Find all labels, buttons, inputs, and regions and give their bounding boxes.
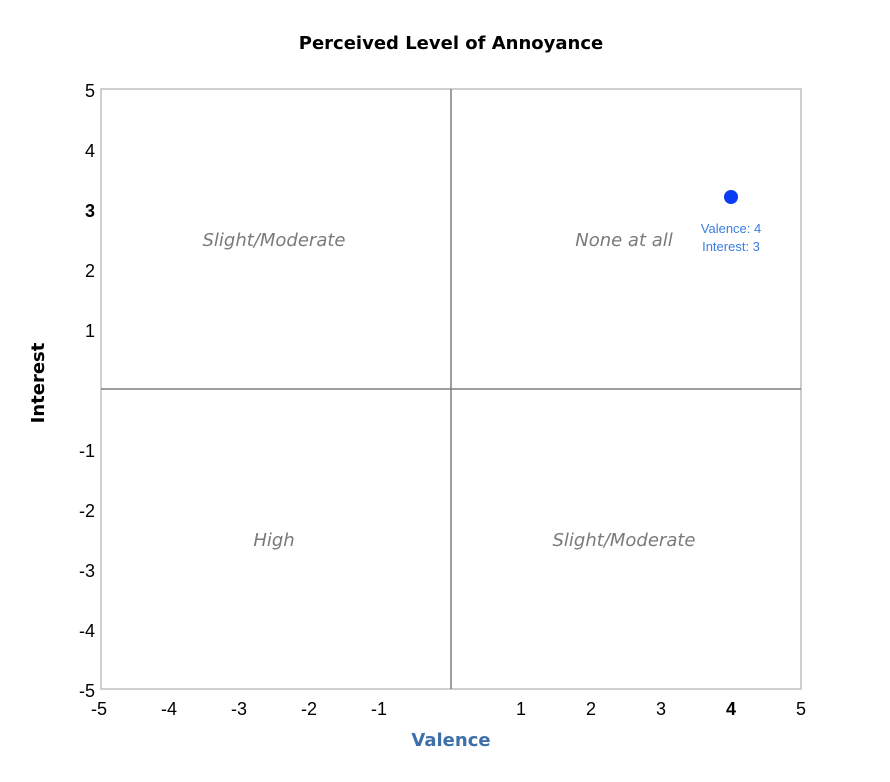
y-tick-label: -3	[79, 561, 95, 581]
quadrant-label-top-left: Slight/Moderate	[203, 230, 346, 251]
y-tick-label: -4	[79, 621, 95, 641]
x-tick-labels: -5 -4 -3 -2 -1 1 2 3 4 5	[91, 699, 806, 719]
x-tick-label: 2	[586, 699, 596, 719]
x-tick-label: -4	[161, 699, 177, 719]
x-tick-label: 1	[516, 699, 526, 719]
x-tick-label: -3	[231, 699, 247, 719]
data-point-label-valence: Valence: 4	[701, 221, 761, 236]
data-point-label-interest: Interest: 3	[702, 239, 760, 254]
x-tick-label: -2	[301, 699, 317, 719]
x-tick-label: -1	[371, 699, 387, 719]
y-tick-label: 4	[85, 141, 95, 161]
y-tick-label: 1	[85, 321, 95, 341]
x-tick-label: 3	[656, 699, 666, 719]
data-points: Valence: 4 Interest: 3	[701, 190, 761, 254]
y-tick-label: -1	[79, 441, 95, 461]
data-point	[724, 190, 738, 204]
y-tick-label: 5	[85, 81, 95, 101]
quadrant-label-bottom-left: High	[253, 530, 294, 551]
x-tick-label: -5	[91, 699, 107, 719]
chart-title: Perceived Level of Annoyance	[299, 33, 603, 54]
x-axis-title: Valence	[411, 730, 490, 751]
quadrant-label-top-right: None at all	[575, 230, 673, 251]
y-axis-title: Interest	[28, 342, 49, 423]
y-tick-labels: 5 4 3 2 1 -1 -2 -3 -4 -5	[79, 81, 95, 701]
y-tick-label: -2	[79, 501, 95, 521]
y-tick-label: 2	[85, 261, 95, 281]
x-tick-label: 5	[796, 699, 806, 719]
x-tick-label: 4	[726, 699, 736, 719]
quadrant-label-bottom-right: Slight/Moderate	[553, 530, 696, 551]
y-tick-label: -5	[79, 681, 95, 701]
y-tick-label: 3	[85, 201, 95, 221]
